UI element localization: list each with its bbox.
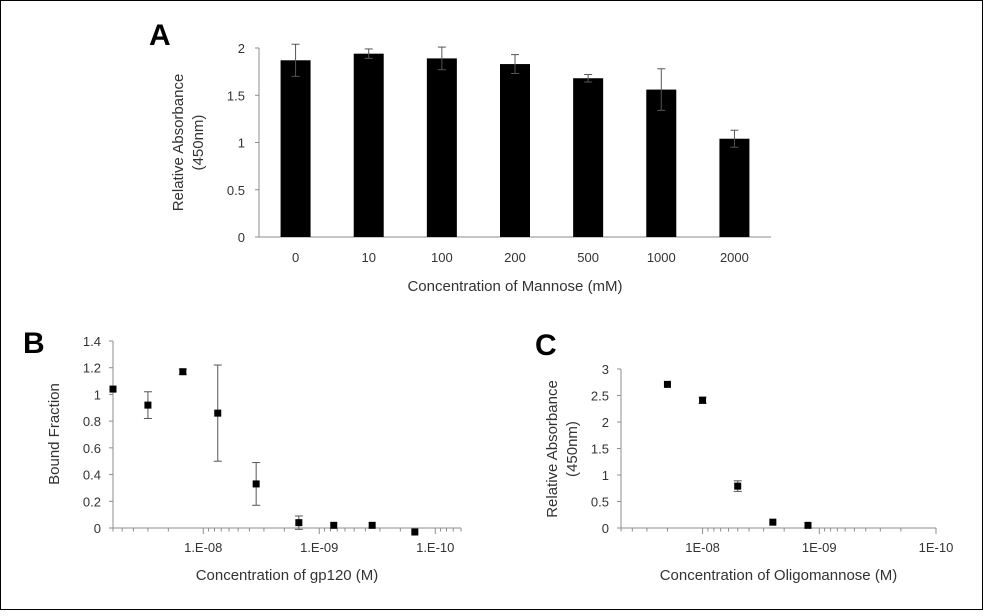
panel-a-x-tick-label: 100 — [431, 250, 453, 265]
panel-c-x-axis-title: Concentration of Oligomannose (M) — [660, 567, 898, 584]
panel-a-x-tick-label: 500 — [577, 250, 599, 265]
panel-b-data-point — [144, 401, 152, 409]
panel-a-bar — [500, 64, 530, 237]
panel-a-x-tick-label: 2000 — [720, 250, 749, 265]
panel-b-y-tick-label: 0.8 — [83, 414, 101, 429]
panel-a-x-tick-label: 0 — [292, 250, 299, 265]
panel-letter-b: B — [23, 327, 45, 360]
panel-c-data-point — [804, 521, 812, 529]
panel-b-x-tick-label: 1.E-09 — [300, 540, 338, 555]
panel-b-data-point — [368, 521, 376, 529]
panel-a-y-axis-title-line1: Relative Absorbance — [170, 74, 187, 212]
panel-b-y-tick-label: 1.2 — [83, 361, 101, 376]
panel-b-y-tick-label: 0.2 — [83, 494, 101, 509]
panel-b-data-point — [179, 368, 187, 376]
panel-c-y-tick-label: 2 — [602, 415, 609, 430]
panel-letter-a: A — [149, 19, 171, 52]
panel-b-data-point — [295, 519, 303, 527]
panel-c-y-tick-label: 3 — [602, 362, 609, 377]
panel-c-y-tick-label: 1.5 — [591, 442, 609, 457]
panel-c-y-tick-label: 1 — [602, 468, 609, 483]
panel-c-x-tick-label: 1E-10 — [919, 540, 954, 555]
panel-a-bar — [719, 138, 750, 237]
panel-a-x-axis-title: Concentration of Mannose (mM) — [407, 278, 622, 295]
panel-a-x-tick-label: 1000 — [647, 250, 676, 265]
panel-c-y-tick-label: 0.5 — [591, 495, 609, 510]
panel-b-x-axis-title: Concentration of gp120 (M) — [196, 567, 379, 584]
panel-c-data-point — [734, 482, 742, 490]
panel-b-data-point — [411, 528, 419, 536]
panel-c-y-axis-title-line1: Relative Absorbance — [544, 380, 561, 518]
panel-b-data-point — [214, 409, 222, 417]
panel-b-data-point — [252, 480, 260, 488]
panel-a-bar — [573, 78, 604, 238]
panel-a-x-tick-label: 10 — [361, 250, 375, 265]
panel-c-x-tick-label: 1E-08 — [685, 540, 720, 555]
panel-b-x-tick-label: 1.E-10 — [416, 540, 454, 555]
panel-c-data-point — [699, 396, 707, 404]
panel-c-data-point — [769, 518, 777, 526]
panel-b-data-point — [109, 385, 117, 393]
panel-a-y-tick-label: 2 — [238, 41, 245, 56]
panel-a-bar — [353, 53, 384, 237]
panel-a-bar — [426, 58, 457, 237]
panel-b-y-tick-label: 1.4 — [83, 334, 101, 349]
panel-a-y-tick-label: 0 — [238, 230, 245, 245]
panel-c-y-tick-label: 2.5 — [591, 389, 609, 404]
panel-b-y-axis-title: Bound Fraction — [46, 383, 63, 485]
panel-a-y-axis-title-line2: (450nm) — [190, 115, 207, 171]
panel-b-y-tick-label: 0.6 — [83, 441, 101, 456]
panel-a-y-tick-label: 1.5 — [227, 88, 245, 103]
panel-a-bar — [280, 60, 311, 237]
panel-c-y-tick-label: 0 — [602, 521, 609, 536]
panel-a-y-tick-label: 0.5 — [227, 183, 245, 198]
panel-c-y-axis-title-line2: (450nm) — [564, 421, 581, 477]
panel-a-y-tick-label: 1 — [238, 136, 245, 151]
panel-c-x-tick-label: 1E-09 — [802, 540, 837, 555]
panel-a-x-tick-label: 200 — [504, 250, 526, 265]
panel-letter-c: C — [535, 329, 557, 362]
panel-c-data-point — [663, 380, 671, 388]
panel-b-x-tick-label: 1.E-08 — [184, 540, 222, 555]
panel-b-y-tick-label: 0 — [94, 521, 101, 536]
panel-a-bar — [646, 89, 677, 237]
panel-b-data-point — [330, 521, 338, 529]
panel-b-y-tick-label: 0.4 — [83, 468, 101, 483]
panel-b-y-tick-label: 1 — [94, 387, 101, 402]
